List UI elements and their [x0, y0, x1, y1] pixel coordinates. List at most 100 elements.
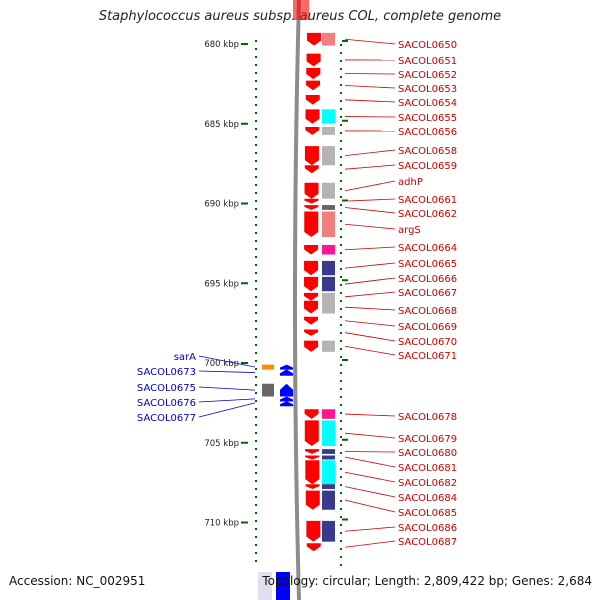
minor-tick [340, 116, 342, 118]
backbone-line [293, 0, 301, 600]
plus-cds-block [322, 205, 335, 210]
minor-tick [340, 260, 342, 262]
minus-gene-label: sarA [174, 352, 196, 363]
plus-cds-block [322, 32, 335, 46]
minus-gene-arrow [280, 369, 293, 376]
minor-tick [255, 328, 257, 330]
plus-gene-arrow [307, 32, 322, 46]
ruler-label: 700 kbp [204, 359, 239, 369]
minor-tick [255, 344, 257, 346]
plus-gene-arrow [306, 520, 321, 542]
plus-gene-arrow [306, 543, 321, 552]
minor-tick [340, 180, 342, 182]
ruler-label: 690 kbp [204, 200, 239, 210]
minor-tick [255, 144, 257, 146]
plus-label-connector [344, 198, 396, 202]
minor-tick [255, 184, 257, 186]
minor-tick [340, 100, 342, 102]
minor-tick [255, 152, 257, 154]
plus-cds-block [322, 449, 335, 454]
minor-tick [255, 192, 257, 194]
minor-tick [340, 228, 342, 230]
minor-tick [255, 472, 257, 474]
minor-tick [340, 524, 342, 526]
minor-tick [255, 520, 257, 522]
plus-gene-arrow [304, 198, 319, 204]
major-tick [241, 43, 248, 45]
plus-gene-arrow [304, 340, 319, 352]
plus-gene-label: SACOL0652 [398, 70, 457, 81]
plus-gene-label: SACOL0651 [398, 56, 457, 67]
minor-tick [340, 300, 342, 302]
ruler-label: 695 kbp [204, 279, 239, 289]
minor-tick [340, 156, 342, 158]
plus-gene-arrow [305, 484, 320, 490]
minor-tick [340, 164, 342, 166]
minor-tick [255, 160, 257, 162]
plus-gene-arrow [305, 490, 320, 510]
minor-tick [255, 88, 257, 90]
plus-cds-block [322, 211, 335, 237]
minor-tick [255, 448, 257, 450]
plus-gene-label: SACOL0666 [398, 274, 457, 285]
minor-tick [255, 456, 257, 458]
minor-tick [255, 384, 257, 386]
minor-tick [340, 404, 342, 406]
minor-tick [255, 280, 257, 282]
minor-tick [255, 120, 257, 122]
plus-gene-arrow [304, 409, 319, 419]
plus-gene-arrow [306, 80, 321, 91]
plus-gene-label: SACOL0679 [398, 434, 457, 445]
minor-tick [340, 540, 342, 542]
minor-tick [340, 484, 342, 486]
minor-tick [255, 552, 257, 554]
plus-gene-label: SACOL0669 [398, 322, 457, 333]
plus-label-connector [344, 413, 396, 417]
plus-gene-arrow [304, 260, 319, 276]
plus-gene-label: SACOL0655 [398, 113, 457, 124]
minus-label-connector [198, 370, 256, 373]
major-tick [342, 518, 348, 521]
plus-gene-arrow [305, 126, 320, 135]
plus-gene-arrow [304, 292, 319, 301]
minor-tick [255, 72, 257, 74]
minor-tick [340, 188, 342, 190]
ruler-label: 710 kbp [204, 519, 239, 529]
minor-tick [255, 416, 257, 418]
plus-label-connector [344, 207, 396, 214]
minor-tick [255, 200, 257, 202]
minus-gene-arrow [280, 364, 293, 370]
minor-tick [340, 516, 342, 518]
plus-gene-arrow [304, 300, 319, 314]
plus-cds-block [322, 420, 335, 446]
minor-tick [255, 104, 257, 106]
plus-cds-block [322, 244, 335, 255]
plus-gene-label: SACOL0656 [398, 127, 457, 138]
plus-gene-arrow [304, 165, 319, 174]
bottom-gene-fragment [276, 572, 290, 600]
minor-tick [255, 560, 257, 562]
minus-strand-track [262, 364, 293, 407]
minor-tick [340, 348, 342, 350]
plus-label-connector [344, 499, 396, 513]
minor-tick [340, 132, 342, 134]
plus-gene-label: SACOL0680 [398, 448, 457, 459]
major-tick [241, 441, 248, 444]
major-tick [342, 40, 348, 42]
minor-tick [340, 380, 342, 382]
plus-cds-block [322, 109, 335, 124]
bottom-cds-fragment [258, 572, 272, 600]
minor-tick [255, 168, 257, 170]
minor-tick [340, 564, 342, 566]
plus-gene-label: argS [398, 225, 421, 236]
plus-gene-label: SACOL0685 [398, 508, 457, 519]
minus-gene-label: SACOL0677 [137, 413, 196, 424]
minor-tick [340, 340, 342, 342]
plus-gene-arrow [304, 276, 319, 292]
major-tick [342, 438, 348, 441]
minor-tick [340, 276, 342, 278]
minor-tick [255, 288, 257, 290]
plus-gene-arrow [304, 316, 319, 325]
minor-tick [340, 148, 342, 150]
plus-cds-block [322, 126, 335, 135]
